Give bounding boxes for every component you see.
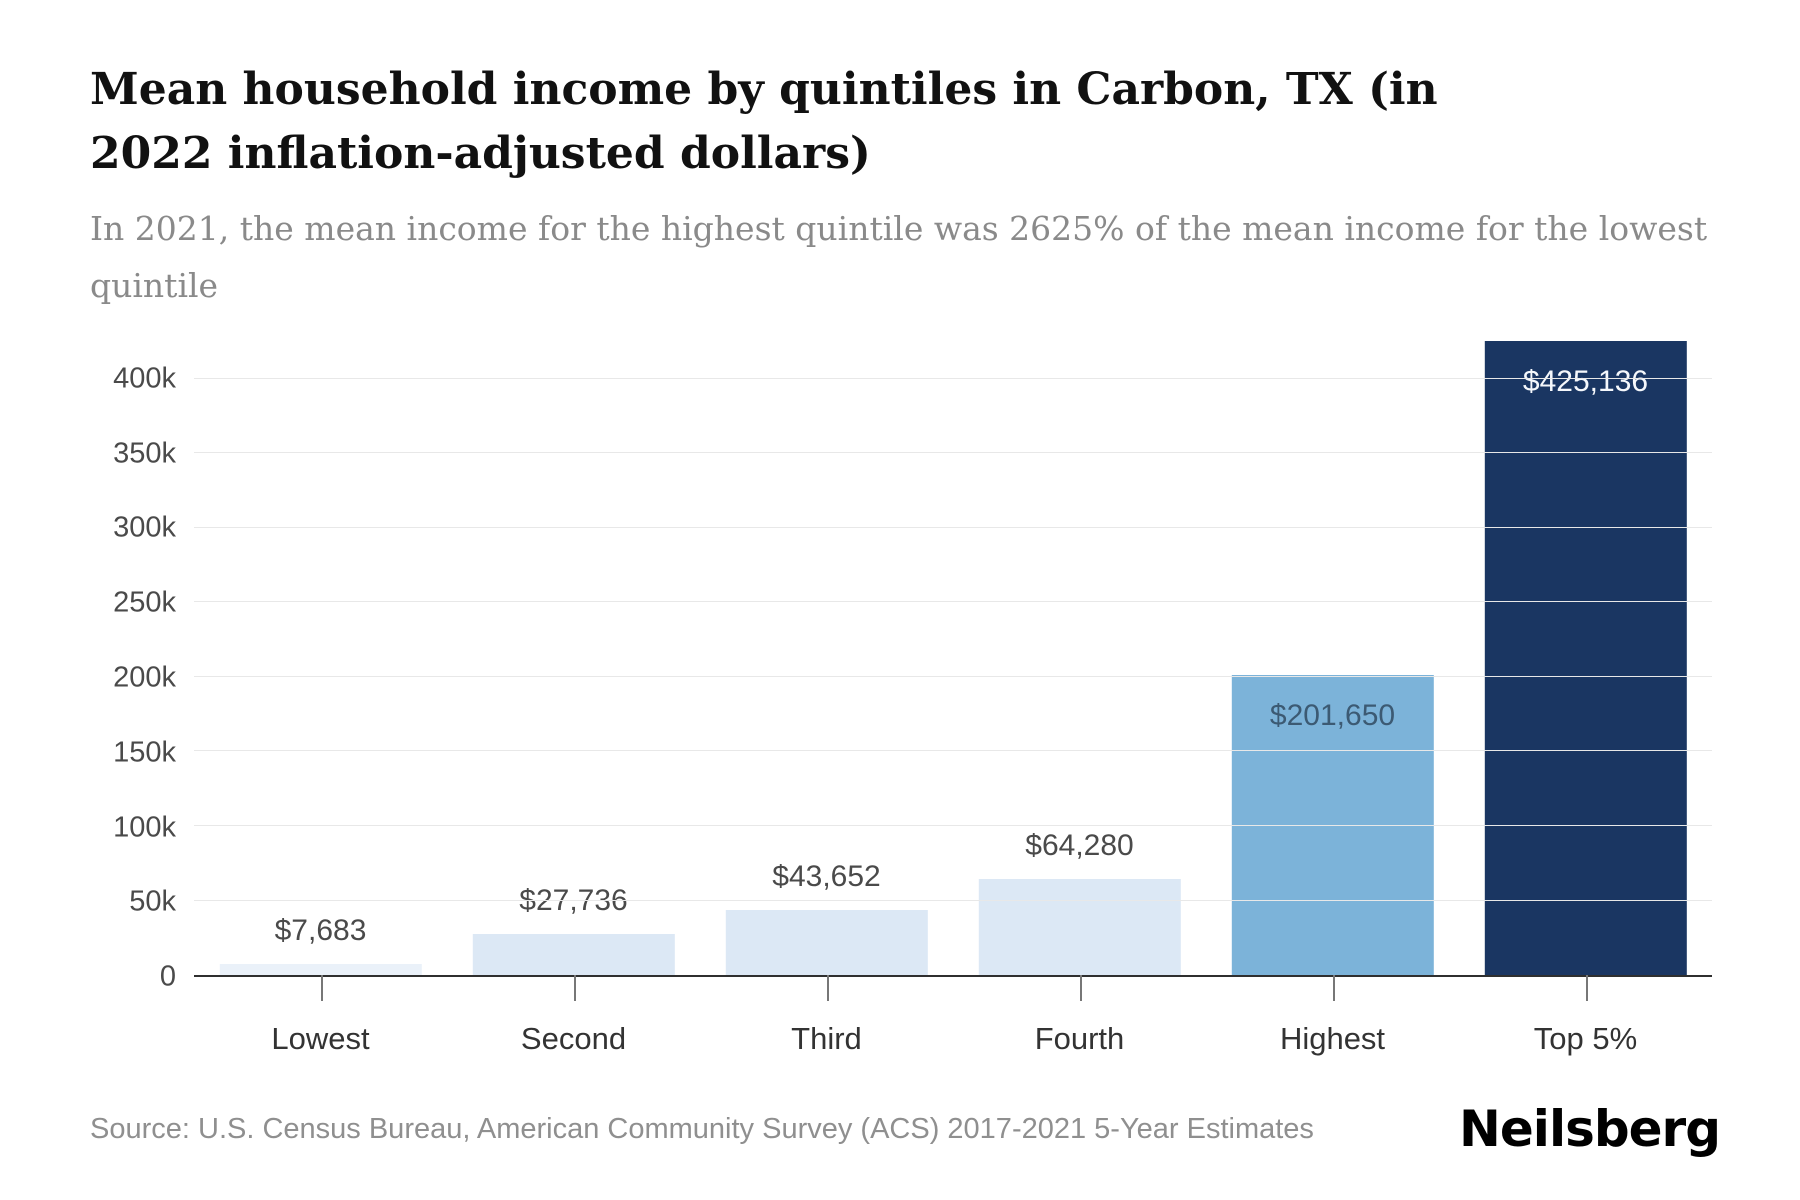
chart-subtitle: In 2021, the mean income for the highest… <box>90 208 1708 306</box>
chart-title: Mean household income by quintiles in Ca… <box>90 64 1438 179</box>
x-axis-category-label: Lowest <box>271 1021 370 1057</box>
bar-second[interactable] <box>472 933 675 976</box>
bar-third[interactable] <box>725 910 928 976</box>
y-axis-tick-label: 100k <box>113 811 176 844</box>
bar-chart: 0 50k 100k 150k 200k 250k 300k 350k 400k $7,683 L… <box>90 331 1720 1099</box>
x-axis-tick <box>1332 975 1335 1002</box>
y-axis-tick-label: 150k <box>113 736 176 769</box>
x-axis-tick <box>320 975 323 1002</box>
gridline <box>194 750 1712 752</box>
y-axis-tick-label: 350k <box>113 437 176 470</box>
bar-value-label: $64,280 <box>1025 829 1134 863</box>
bar-slot-fourth: $64,280 Fourth <box>953 331 1206 1056</box>
bar-slot-highest: $201,650 Highest <box>1206 331 1459 1056</box>
bar-slot-lowest: $7,683 Lowest <box>194 331 447 1056</box>
gridline <box>194 452 1712 454</box>
x-axis-tick <box>826 975 829 1002</box>
y-axis-tick-label: 200k <box>113 661 176 694</box>
bar-lowest[interactable] <box>219 963 422 976</box>
y-axis-tick-label: 50k <box>129 885 176 918</box>
x-axis-category-label: Top 5% <box>1533 1021 1638 1057</box>
bar-slot-third: $43,652 Third <box>700 331 953 1056</box>
gridline <box>194 601 1712 603</box>
x-axis-category-label: Third <box>791 1021 862 1057</box>
gridline <box>194 825 1712 827</box>
bar-slot-second: $27,736 Second <box>447 331 700 1056</box>
bar-value-label: $27,736 <box>519 883 628 917</box>
x-axis-tick <box>1585 975 1588 1002</box>
neilsberg-logo: Neilsberg <box>1459 1100 1721 1158</box>
bar-value-label: $201,650 <box>1269 698 1396 732</box>
x-axis-category-label: Fourth <box>1034 1021 1125 1057</box>
y-axis-tick-label: 400k <box>113 362 176 395</box>
y-axis-tick-label: 250k <box>113 586 176 619</box>
bar-top-5-[interactable] <box>1484 341 1687 976</box>
bar-value-label: $425,136 <box>1522 365 1649 399</box>
bar-slots: $7,683 Lowest $27,736 Second $43,652 Third $64… <box>194 331 1712 1056</box>
footer: Source: U.S. Census Bureau, American Com… <box>90 1100 1721 1158</box>
x-axis-tick <box>1079 975 1082 1002</box>
bar-value-label: $7,683 <box>274 913 367 947</box>
gridline <box>194 899 1712 901</box>
bar-highest[interactable] <box>1231 674 1434 976</box>
bar-value-label: $43,652 <box>772 860 881 894</box>
bar-fourth[interactable] <box>978 879 1181 976</box>
x-axis-category-label: Second <box>520 1021 627 1057</box>
gridline <box>194 526 1712 528</box>
x-axis-tick <box>573 975 576 1002</box>
x-axis-category-label: Highest <box>1279 1021 1386 1057</box>
y-axis-tick-label: 300k <box>113 511 176 544</box>
bar-slot-top-5-: $425,136 Top 5% <box>1459 331 1712 1056</box>
plot-area: $7,683 Lowest $27,736 Second $43,652 Third $64… <box>194 331 1712 1056</box>
y-axis: 0 50k 100k 150k 200k 250k 300k 350k 400k <box>90 331 176 992</box>
y-axis-tick-label: 0 <box>159 960 176 993</box>
source-text: Source: U.S. Census Bureau, American Com… <box>90 1112 1314 1145</box>
gridline <box>194 675 1712 677</box>
gridline <box>194 377 1712 379</box>
